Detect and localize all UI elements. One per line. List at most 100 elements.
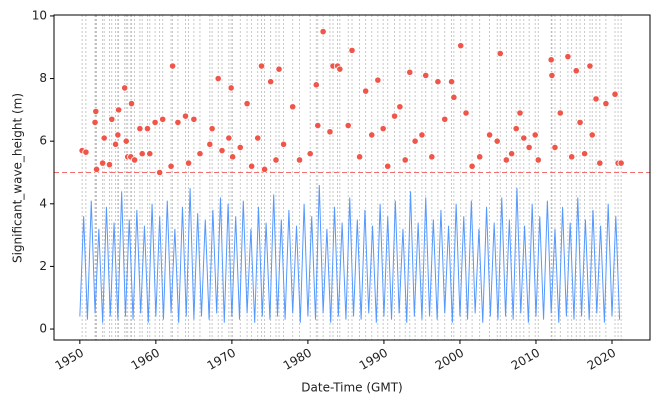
peak-point (422, 71, 430, 80)
peak-point (568, 153, 576, 161)
x-tick-label: 2010 (509, 346, 542, 373)
peak-point (312, 81, 320, 89)
peak-point (115, 106, 123, 114)
peak-point (151, 118, 159, 126)
peak-point (208, 125, 216, 133)
plot-frame (53, 14, 651, 341)
peak-point (168, 62, 177, 70)
peak-point (551, 143, 559, 152)
y-tick-label: 0 (39, 322, 47, 336)
peak-point (136, 125, 144, 133)
peak-point (362, 87, 370, 95)
x-tick-label: 2000 (433, 346, 466, 373)
peak-point (516, 109, 524, 117)
peak-point (121, 84, 129, 92)
peak-point (92, 165, 101, 173)
peak-point (548, 71, 556, 80)
peak-point (462, 109, 470, 117)
peak-point (174, 118, 182, 126)
y-tick-label: 10 (32, 8, 47, 22)
peak-point (493, 137, 501, 145)
peak-point (272, 156, 280, 164)
peak-point (586, 62, 594, 70)
peak-point (534, 156, 542, 164)
peak-point (348, 46, 356, 54)
peak-point (218, 146, 226, 155)
peak-point (356, 153, 364, 161)
x-axis-label: Date-Time (GMT) (301, 381, 402, 395)
peak-point (428, 153, 436, 161)
peak-point (267, 78, 275, 86)
peak-point (275, 65, 283, 73)
peak-point (289, 103, 297, 111)
peak-point (368, 131, 376, 139)
peak-point (581, 150, 589, 158)
peak-point (572, 67, 580, 75)
peak-point (143, 125, 152, 133)
peak-point (611, 90, 619, 98)
peak-point (434, 78, 442, 86)
peak-point (468, 162, 476, 170)
peak-point (396, 103, 404, 111)
y-tick-label: 2 (39, 259, 47, 273)
peak-point (344, 121, 352, 130)
y-axis-label: Significant_wave_height (m) (11, 93, 25, 263)
peak-point (138, 150, 146, 158)
peak-point (146, 150, 154, 158)
peak-point (390, 112, 399, 120)
peak-point (502, 156, 510, 164)
peak-point (306, 150, 314, 158)
peak-point (99, 159, 107, 167)
x-tick-label: 2020 (585, 346, 618, 373)
peak-point (314, 121, 322, 130)
peak-point (91, 118, 99, 126)
peak-point (206, 140, 214, 148)
peak-point (130, 156, 139, 164)
y-tick-label: 6 (39, 134, 47, 148)
peak-point (254, 134, 262, 142)
peak-point (508, 150, 516, 158)
peak-point (374, 76, 382, 84)
peak-point (476, 153, 484, 161)
peak-point (159, 115, 167, 123)
peak-point (227, 84, 235, 92)
peak-point (384, 162, 392, 170)
peak-point (564, 53, 572, 61)
wave-line (79, 184, 621, 323)
peak-point (82, 148, 90, 156)
peak-point (588, 131, 596, 139)
peak-point (496, 49, 504, 58)
peak-point (108, 115, 116, 123)
peak-point (457, 42, 465, 50)
x-tick-label: 1990 (357, 346, 390, 373)
peak-point (326, 128, 334, 136)
peak-point (447, 78, 456, 86)
peak-point (92, 107, 100, 116)
peak-point (547, 56, 555, 64)
peak-point (111, 140, 120, 148)
peak-point (181, 112, 190, 120)
peak-point (411, 137, 419, 145)
peak-point (336, 65, 344, 73)
peak-point (279, 140, 288, 148)
x-tick-label: 1960 (129, 346, 162, 373)
peak-point (105, 161, 114, 169)
peak-point (596, 159, 604, 167)
y-tick-label: 8 (39, 71, 47, 85)
peak-point (512, 125, 520, 133)
peak-point (167, 162, 175, 170)
peak-point (257, 62, 266, 70)
peak-point (127, 100, 136, 108)
y-tick-label: 4 (39, 196, 47, 210)
peak-point (122, 137, 130, 145)
peak-point (617, 159, 625, 167)
peak-point (214, 74, 222, 83)
x-tick-label: 1970 (205, 346, 238, 373)
peak-point (156, 168, 164, 177)
x-tick-label: 1980 (281, 346, 314, 373)
peak-point (295, 156, 304, 164)
peak-point (114, 131, 122, 139)
peak-point (485, 131, 494, 139)
peak-point (196, 150, 204, 158)
